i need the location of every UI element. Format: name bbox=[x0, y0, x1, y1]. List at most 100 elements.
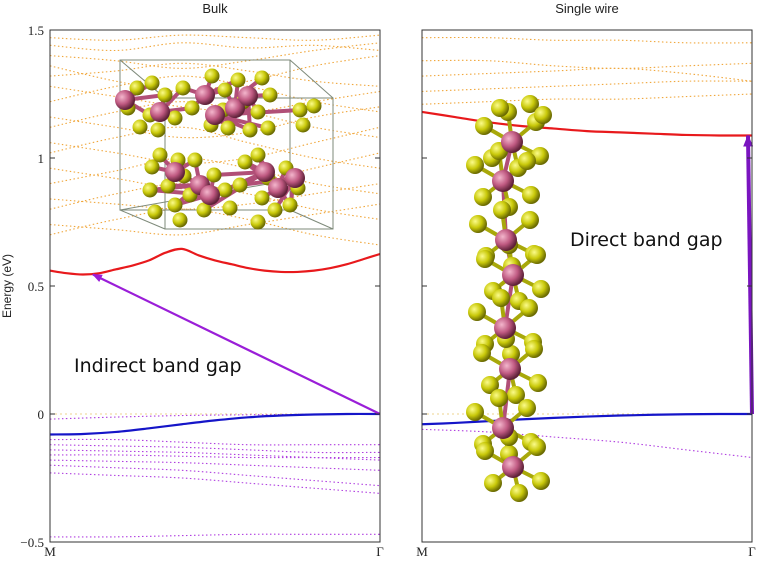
sulfur-atom bbox=[144, 159, 160, 175]
bulk-valence-dotted-band bbox=[49, 472, 381, 494]
sulfur-atom bbox=[150, 122, 166, 138]
metal-atom bbox=[225, 98, 245, 118]
sulfur-atom bbox=[534, 106, 552, 124]
metal-atom bbox=[195, 85, 215, 105]
sulfur-atom bbox=[510, 484, 528, 502]
bulk-conduction-dotted-band bbox=[49, 85, 381, 113]
ytick-label: −0.5 bbox=[20, 535, 44, 550]
sulfur-atom bbox=[237, 154, 253, 170]
indirect-gap-label: Indirect band gap bbox=[74, 355, 242, 377]
bulk-conduction-dotted-band bbox=[49, 152, 381, 190]
indirect-gap-arrow bbox=[92, 273, 381, 415]
metal-atom bbox=[492, 417, 514, 439]
bulk-valence-dotted-band bbox=[49, 454, 380, 459]
sulfur-atom bbox=[175, 80, 191, 96]
metal-atom bbox=[502, 264, 524, 286]
bulk-y-ticks: 1.5 1 0.5 0 −0.5 bbox=[20, 23, 380, 550]
bulk-xtick-gamma: Γ bbox=[376, 544, 384, 559]
wire-conduction-dotted-band bbox=[421, 80, 753, 92]
sulfur-atom bbox=[474, 188, 492, 206]
sulfur-atom bbox=[520, 299, 538, 317]
bulk-xtick-m: M bbox=[44, 544, 56, 559]
sulfur-atom bbox=[476, 250, 494, 268]
bulk-panel: Bulk Indirect band gap 1.510.50−0.5 M Γ … bbox=[0, 1, 384, 559]
bulk-valence-band-line bbox=[49, 412, 381, 436]
sulfur-atom bbox=[469, 215, 487, 233]
bulk-conduction-dotted-band bbox=[49, 101, 381, 139]
bulk-conduction-dotted-band bbox=[49, 55, 381, 92]
sulfur-atom bbox=[250, 147, 266, 163]
sulfur-atom bbox=[521, 211, 539, 229]
bulk-dotted-bands bbox=[49, 34, 381, 538]
sulfur-atom bbox=[292, 102, 308, 118]
sulfur-atom bbox=[232, 177, 248, 193]
wire-plot-frame bbox=[421, 29, 753, 543]
metal-atom bbox=[238, 86, 258, 106]
bulk-valence-dotted-band bbox=[49, 449, 381, 461]
metal-atom bbox=[492, 170, 514, 192]
sulfur-atom bbox=[217, 82, 233, 98]
sulfur-atom bbox=[532, 280, 550, 298]
sulfur-atom bbox=[525, 340, 543, 358]
sulfur-atom bbox=[267, 202, 283, 218]
wire-conduction-dotted-band bbox=[421, 36, 753, 44]
sulfur-atom bbox=[493, 201, 511, 219]
sulfur-atom bbox=[518, 399, 536, 417]
sulfur-atom bbox=[502, 345, 520, 363]
wire-valence-dotted-band bbox=[421, 428, 753, 459]
bulk-conduction-dotted-band bbox=[49, 183, 381, 220]
y-axis-label: Energy (eV) bbox=[0, 254, 14, 318]
bulk-panel-title: Bulk bbox=[202, 1, 228, 16]
sulfur-atom bbox=[144, 75, 160, 91]
direct-gap-arrow bbox=[743, 134, 754, 415]
bulk-conduction-dotted-band bbox=[49, 106, 381, 139]
metal-atom bbox=[200, 185, 220, 205]
metal-atom bbox=[268, 178, 288, 198]
sulfur-atom bbox=[262, 87, 278, 103]
bulk-conduction-dotted-band bbox=[49, 126, 381, 164]
sulfur-atom bbox=[522, 186, 540, 204]
sulfur-atom bbox=[160, 178, 176, 194]
sulfur-atom bbox=[481, 376, 499, 394]
bulk-conduction-dotted-band bbox=[49, 203, 381, 236]
bulk-crystal-structure-image bbox=[115, 59, 334, 230]
bulk-conduction-dotted-band bbox=[49, 126, 381, 169]
single-wire-panel: Single wire Direct band gap M Γ bbox=[416, 1, 756, 559]
sulfur-atom bbox=[254, 190, 270, 206]
sulfur-atom bbox=[172, 212, 188, 228]
bulk-conduction-dotted-band bbox=[49, 34, 381, 41]
wire-y-ticks bbox=[422, 29, 752, 543]
sulfur-atom bbox=[476, 442, 494, 460]
sulfur-atom bbox=[528, 246, 546, 264]
sulfur-atom bbox=[129, 80, 145, 96]
bulk-valence-dotted-band bbox=[49, 444, 381, 454]
sulfur-atom bbox=[306, 98, 322, 114]
bulk-valence-dotted-band bbox=[49, 413, 381, 420]
sulfur-atom bbox=[187, 152, 203, 168]
wire-conduction-dotted-band bbox=[421, 67, 753, 82]
sulfur-atom bbox=[492, 289, 510, 307]
sulfur-atom bbox=[521, 95, 539, 113]
metal-atom bbox=[150, 102, 170, 122]
sulfur-atom bbox=[260, 120, 276, 136]
sulfur-atom bbox=[254, 70, 270, 86]
sulfur-atom bbox=[157, 87, 173, 103]
bulk-valence-dotted-band bbox=[49, 464, 381, 487]
metal-atom bbox=[494, 317, 516, 339]
metal-atom bbox=[255, 162, 275, 182]
sulfur-atom bbox=[491, 99, 509, 117]
bulk-valence-dotted-band bbox=[49, 533, 380, 538]
ytick-label: 1.5 bbox=[28, 23, 44, 38]
sulfur-atom bbox=[532, 472, 550, 490]
sulfur-atom bbox=[295, 117, 311, 133]
sulfur-atom bbox=[507, 386, 525, 404]
metal-atom bbox=[495, 229, 517, 251]
sulfur-atom bbox=[473, 344, 491, 362]
bulk-conduction-dotted-band bbox=[49, 62, 381, 87]
sulfur-atom bbox=[250, 214, 266, 230]
direct-gap-annotation: Direct band gap bbox=[570, 134, 754, 415]
sulfur-atom bbox=[242, 122, 258, 138]
wire-xtick-gamma: Γ bbox=[748, 544, 756, 559]
sulfur-atom bbox=[282, 197, 298, 213]
